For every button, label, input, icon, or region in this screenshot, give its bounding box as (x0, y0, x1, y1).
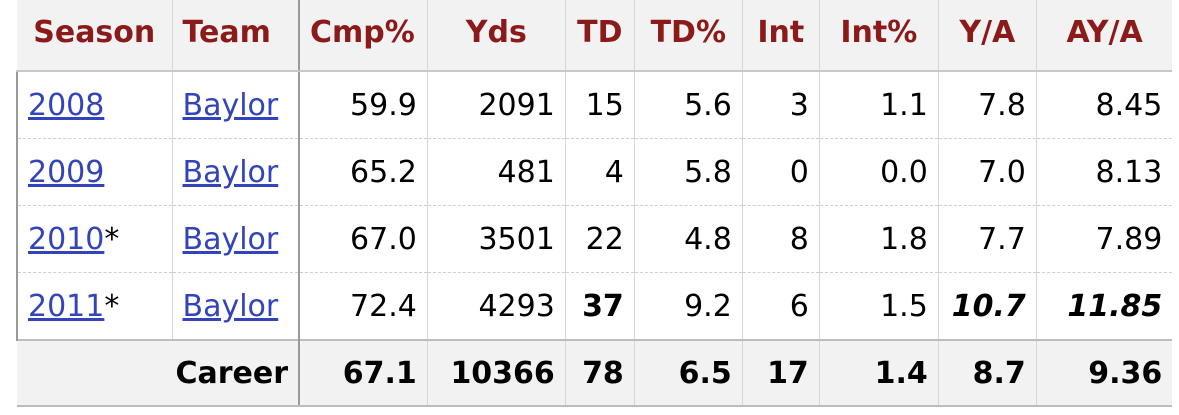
team-link[interactable]: Baylor (182, 154, 279, 190)
int-cell: 0 (741, 138, 820, 206)
int-cell: 3 (741, 71, 820, 139)
table-row: 2008 Baylor 59.9 2091 15 5.6 3 1.1 7.8 8… (16, 71, 1173, 139)
season-cell: 2008 (16, 71, 172, 139)
table-row: 2010* Baylor 67.0 3501 22 4.8 8 1.8 7.7 … (16, 205, 1173, 273)
career-int-pct: 1.4 (818, 339, 939, 407)
career-row: Career 67.1 10366 78 6.5 17 1.4 8.7 9.36 (17, 339, 1173, 407)
td-pct-cell: 5.6 (633, 71, 743, 139)
team-cell: Baylor (171, 138, 300, 206)
yds-cell: 3501 (426, 205, 566, 273)
yds-cell: 4293 (426, 272, 566, 340)
aya-cell: 8.45 (1035, 71, 1173, 139)
cmp-pct-cell: 59.9 (299, 71, 428, 139)
season-link[interactable]: 2008 (28, 87, 105, 123)
int-pct-cell: 1.8 (818, 205, 939, 273)
ya-cell: 10.7 (937, 272, 1037, 340)
season-marker: * (104, 288, 120, 324)
yds-cell: 481 (426, 138, 566, 206)
col-header-ya[interactable]: Y/A (937, 0, 1037, 72)
int-pct-cell: 1.5 (818, 272, 939, 340)
td-cell: 4 (564, 138, 635, 206)
table-row: 2011* Baylor 72.4 4293 37 9.2 6 1.5 10.7… (16, 272, 1173, 340)
team-link[interactable]: Baylor (182, 87, 279, 123)
career-td-pct: 6.5 (633, 339, 743, 407)
col-header-int-pct[interactable]: Int% (818, 0, 939, 72)
int-pct-cell: 1.1 (818, 71, 939, 139)
aya-cell: 11.85 (1035, 272, 1173, 340)
season-link[interactable]: 2011 (28, 288, 105, 324)
int-cell: 8 (741, 205, 820, 273)
season-cell: 2010* (16, 205, 172, 273)
team-cell: Baylor (171, 71, 300, 139)
season-link[interactable]: 2009 (28, 154, 105, 190)
cmp-pct-cell: 67.0 (299, 205, 428, 273)
td-cell: 37 (564, 272, 635, 340)
int-cell: 6 (741, 272, 820, 340)
passing-stats-table: Season Team Cmp% Yds TD TD% Int Int% Y/A… (16, 0, 1173, 407)
career-ya: 8.7 (937, 339, 1037, 407)
col-header-td[interactable]: TD (564, 0, 635, 72)
ya-cell: 7.8 (937, 71, 1037, 139)
td-pct-cell: 4.8 (633, 205, 743, 273)
ya-cell: 7.7 (937, 205, 1037, 273)
td-pct-cell: 5.8 (633, 138, 743, 206)
team-cell: Baylor (171, 205, 300, 273)
col-header-td-pct[interactable]: TD% (633, 0, 743, 72)
career-label: Career (17, 339, 300, 407)
team-link[interactable]: Baylor (182, 221, 279, 257)
aya-cell: 7.89 (1035, 205, 1173, 273)
col-header-int[interactable]: Int (741, 0, 820, 72)
td-cell: 22 (564, 205, 635, 273)
season-cell: 2011* (16, 272, 172, 340)
int-pct-cell: 0.0 (818, 138, 939, 206)
col-header-cmp-pct[interactable]: Cmp% (299, 0, 428, 72)
team-link[interactable]: Baylor (182, 288, 279, 324)
ya-cell: 7.0 (937, 138, 1037, 206)
career-td: 78 (564, 339, 635, 407)
team-cell: Baylor (171, 272, 300, 340)
career-aya: 9.36 (1035, 339, 1173, 407)
header-row: Season Team Cmp% Yds TD TD% Int Int% Y/A… (17, 0, 1173, 72)
col-header-team[interactable]: Team (171, 0, 300, 72)
aya-cell: 8.13 (1035, 138, 1173, 206)
career-yds: 10366 (426, 339, 566, 407)
career-int: 17 (741, 339, 820, 407)
season-marker: * (104, 221, 120, 257)
cmp-pct-cell: 65.2 (299, 138, 428, 206)
col-header-season[interactable]: Season (17, 0, 172, 72)
season-cell: 2009 (16, 138, 172, 206)
col-header-aya[interactable]: AY/A (1035, 0, 1173, 72)
cmp-pct-cell: 72.4 (350, 288, 417, 324)
yds-cell: 2091 (426, 71, 566, 139)
col-header-yds[interactable]: Yds (426, 0, 566, 72)
td-cell: 15 (564, 71, 635, 139)
season-link[interactable]: 2010 (28, 221, 105, 257)
table-row: 2009 Baylor 65.2 481 4 5.8 0 0.0 7.0 8.1… (16, 138, 1173, 206)
career-cmp-pct: 67.1 (299, 339, 428, 407)
td-pct-cell: 9.2 (633, 272, 743, 340)
